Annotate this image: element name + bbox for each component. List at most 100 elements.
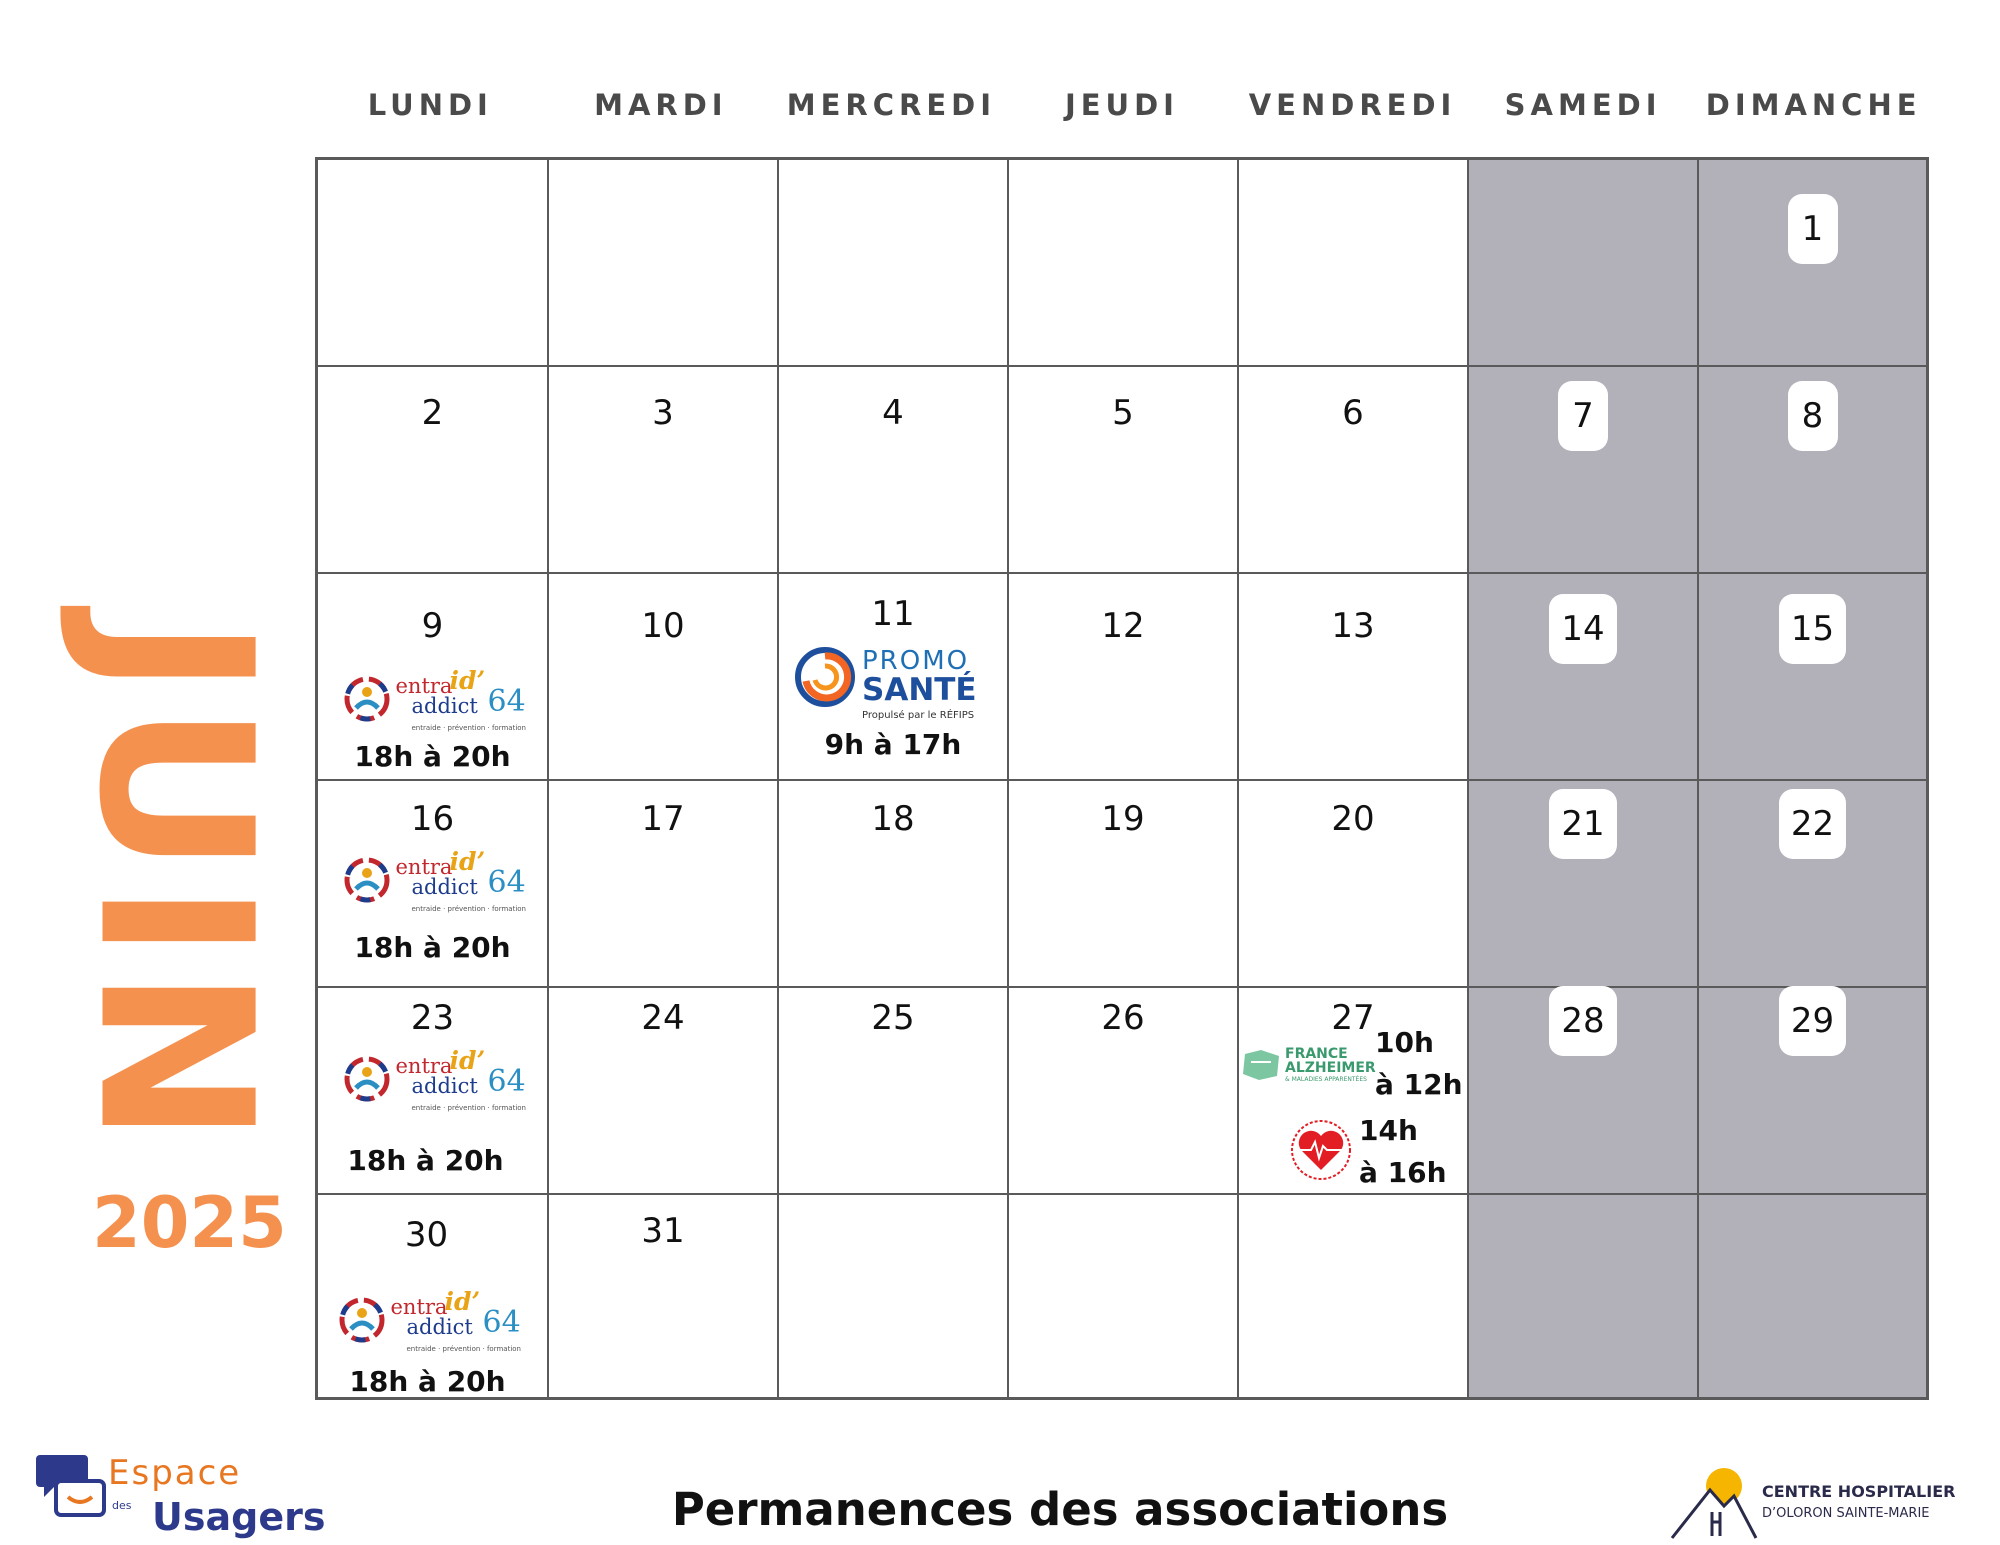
day-number: 7 [1558, 381, 1608, 451]
day-number: 31 [641, 1211, 685, 1251]
event-time: 14h [1359, 1114, 1418, 1147]
calendar-cell-day-11: 11 PROMO SANTÉ Propulsé par le RÉFIPS 9h… [779, 574, 1009, 781]
day-number: 30 [404, 1215, 449, 1255]
sante-text: SANTÉ [862, 672, 977, 708]
month-title-text: JUIN [52, 617, 297, 1153]
calendar-cell-empty [1469, 160, 1699, 367]
entraid-id-text: id’ [449, 847, 486, 876]
swirl-icon [795, 647, 855, 707]
promo-sante-logo: PROMO SANTÉ Propulsé par le RÉFIPS [790, 642, 996, 726]
calendar-grid: 1 2 3 4 5 6 7 8 9 [315, 157, 1929, 1400]
calendar-cell-day-30: 30 entra id’ addict 64 entraide · préven… [318, 1195, 549, 1398]
entraid-addict-text: addict [406, 1315, 473, 1339]
entraid-addict-logo: entra id’ addict 64 entraide · préventio… [338, 847, 528, 919]
day-number: 22 [1778, 789, 1847, 859]
event-time: 18h à 20h [349, 1365, 506, 1398]
day-number: 8 [1787, 381, 1838, 451]
day-number: 6 [1342, 393, 1364, 433]
day-number: 24 [641, 998, 685, 1038]
calendar-cell-day-17: 17 [549, 781, 779, 988]
calendar-cell-day-16: 16 entra id’ addict 64 entraide · préven… [318, 781, 549, 988]
entraid-64-text: 64 [487, 1064, 526, 1099]
day-header-jeudi: JEUDI [1064, 88, 1179, 122]
centre-hospitalier-line2: D’OLORON SAINTE-MARIE [1762, 1506, 1930, 1521]
day-number: 21 [1549, 789, 1617, 859]
calendar-cell-day-28: 28 [1469, 986, 1699, 1195]
day-number: 5 [1112, 393, 1134, 433]
event-time: 10h [1375, 1026, 1434, 1059]
entraid-addict-text: addict [411, 694, 478, 718]
entraid-addict-logo: entra id’ addict 64 entraide · préventio… [338, 666, 528, 738]
calendar-cell-day-7: 7 [1469, 367, 1699, 574]
france-alzheimer-line2: ALZHEIMER [1285, 1060, 1376, 1076]
calendar-cell-empty [779, 1195, 1009, 1397]
calendar-cell-day-19: 19 [1009, 781, 1239, 988]
event-entraid-addict: entra id’ addict 64 entraide · préventio… [318, 666, 547, 773]
calendar-cell-day-26: 26 [1009, 988, 1239, 1195]
france-alzheimer-line3: & MALADIES APPARENTÉES [1285, 1076, 1367, 1083]
entraid-tagline: entraide · prévention · formation [411, 724, 527, 732]
centre-hospitalier-line1: CENTRE HOSPITALIER [1762, 1482, 1956, 1501]
calendar-cell-day-18: 18 [779, 781, 1009, 988]
day-header-lundi: LUNDI [367, 88, 493, 122]
calendar-cell-day-5: 5 [1009, 367, 1239, 574]
day-number: 12 [1101, 606, 1145, 646]
mountain-sun-icon [1670, 1468, 1758, 1539]
event-time: 9h à 17h [824, 728, 962, 761]
promo-sante-subtitle: Propulsé par le RÉFIPS [862, 710, 975, 721]
event-time: à 12h [1375, 1068, 1463, 1101]
entraid-entra-text: entra [395, 1054, 453, 1078]
day-number: 19 [1101, 799, 1145, 839]
day-number: 28 [1549, 986, 1617, 1056]
people-circle-icon [344, 1056, 389, 1102]
entraid-entra-text: entra [390, 1295, 448, 1319]
calendar-cell-day-9: 9 entra id’ addict 64 entraide · prévent… [318, 574, 549, 781]
day-number: 3 [652, 393, 674, 433]
day-number: 1 [1787, 194, 1838, 264]
day-header-mardi: MARDI [594, 88, 728, 122]
people-circle-icon [344, 676, 389, 722]
calendar-cell-day-31: 31 [549, 1195, 779, 1397]
entraid-64-text: 64 [487, 865, 526, 900]
day-number: 20 [1331, 799, 1375, 839]
calendar-cell-empty [1239, 160, 1469, 367]
day-headers: LUNDI MARDI MERCREDI JEUDI VENDREDI SAME… [315, 88, 1929, 138]
calendar-cell-day-2: 2 [318, 367, 549, 574]
calendar-cell-day-1: 1 [1699, 160, 1926, 367]
entraid-addict-text: addict [411, 875, 478, 899]
event-entraid-addict: entra id’ addict 64 entraide · préventio… [318, 1046, 547, 1118]
day-number: 9 [421, 606, 444, 646]
event-time: à 16h [1359, 1156, 1447, 1189]
event-time: 18h à 20h [354, 740, 511, 773]
day-number: 23 [410, 998, 455, 1038]
espace-word: Espace [108, 1453, 242, 1493]
france-alzheimer-line1: FRANCE [1285, 1046, 1348, 1062]
entraid-tagline: entraide · prévention · formation [411, 905, 527, 913]
calendar-cell-day-27: 27 FRANCE ALZHEIMER & MALADIES APPARENTÉ… [1239, 988, 1469, 1195]
heart-ecg-icon [1291, 1120, 1351, 1180]
year-title: 2025 [92, 1182, 287, 1264]
map-icon [1243, 1050, 1279, 1080]
calendar-cell-empty [779, 160, 1009, 367]
entraid-tagline: entraide · prévention · formation [406, 1345, 522, 1353]
calendar-cell-day-29: 29 [1699, 986, 1926, 1195]
calendar-cell-day-22: 22 [1699, 781, 1926, 988]
calendar-cell-day-24: 24 [549, 988, 779, 1195]
entraid-64-text: 64 [482, 1305, 521, 1340]
calendar-cell-empty [318, 160, 549, 367]
calendar-cell-empty [1469, 1195, 1699, 1397]
calendar-cell-day-20: 20 [1239, 781, 1469, 988]
calendar-cell-day-6: 6 [1239, 367, 1469, 574]
day-number: 15 [1778, 594, 1847, 664]
day-number: 29 [1778, 986, 1847, 1056]
espace-des-word: des [112, 1499, 132, 1512]
people-circle-icon [344, 857, 389, 903]
entraid-entra-text: entra [395, 674, 453, 698]
entraid-addict-logo: entra id’ addict 64 entraide · préventio… [333, 1287, 523, 1359]
month-title: JUIN [52, 618, 297, 1153]
entraid-addict-text: addict [411, 1074, 478, 1098]
day-number: 25 [871, 998, 915, 1038]
calendar-cell-day-3: 3 [549, 367, 779, 574]
calendar-cell-empty [1009, 160, 1239, 367]
